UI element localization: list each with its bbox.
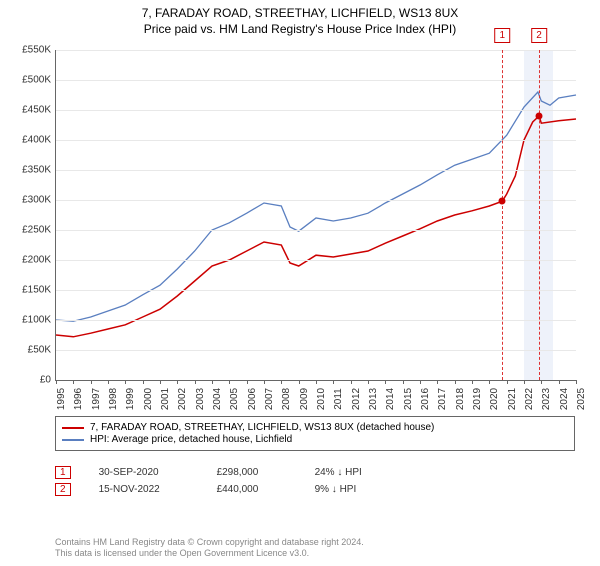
x-tick-label: 2000 — [143, 388, 154, 410]
x-tick-label: 2008 — [281, 388, 292, 410]
transaction-table: 1 30-SEP-2020 £298,000 24% ↓ HPI 2 15-NO… — [55, 462, 362, 500]
legend-label-2: HPI: Average price, detached house, Lich… — [90, 434, 292, 445]
x-tick-label: 2007 — [264, 388, 275, 410]
y-tick-label: £200K — [6, 255, 51, 266]
x-tick-label: 2021 — [507, 388, 518, 410]
x-tick-label: 2014 — [385, 388, 396, 410]
y-tick-label: £450K — [6, 105, 51, 116]
x-tick-label: 2025 — [576, 388, 587, 410]
x-tick-label: 2006 — [247, 388, 258, 410]
row-price: £440,000 — [217, 484, 287, 495]
row-date: 15-NOV-2022 — [99, 484, 189, 495]
x-tick-label: 2020 — [489, 388, 500, 410]
series-hpi — [56, 92, 576, 321]
x-tick-label: 2022 — [524, 388, 535, 410]
marker-callout: 1 — [495, 28, 511, 43]
x-tick-label: 2024 — [559, 388, 570, 410]
x-tick-label: 2017 — [437, 388, 448, 410]
table-row: 2 15-NOV-2022 £440,000 9% ↓ HPI — [55, 483, 362, 496]
x-tick-label: 2005 — [229, 388, 240, 410]
marker-dot — [499, 198, 506, 205]
x-tick-label: 2009 — [299, 388, 310, 410]
chart-plot-area: £0£50K£100K£150K£200K£250K£300K£350K£400… — [55, 50, 576, 381]
footer-line2: This data is licensed under the Open Gov… — [55, 548, 364, 560]
x-tick-label: 1995 — [56, 388, 67, 410]
legend-label-1: 7, FARADAY ROAD, STREETHAY, LICHFIELD, W… — [90, 422, 434, 433]
series-property — [56, 116, 576, 337]
legend-row: HPI: Average price, detached house, Lich… — [62, 434, 568, 445]
y-tick-label: £300K — [6, 195, 51, 206]
marker-callout: 2 — [531, 28, 547, 43]
row-index: 2 — [55, 483, 71, 496]
row-delta: 24% ↓ HPI — [315, 467, 362, 478]
x-tick-label: 1997 — [91, 388, 102, 410]
x-tick-label: 2023 — [541, 388, 552, 410]
x-tick-label: 1998 — [108, 388, 119, 410]
x-tick-label: 2018 — [455, 388, 466, 410]
y-tick-label: £500K — [6, 75, 51, 86]
legend-row: 7, FARADAY ROAD, STREETHAY, LICHFIELD, W… — [62, 422, 568, 433]
x-tick-label: 1996 — [73, 388, 84, 410]
x-tick-label: 2011 — [333, 388, 344, 410]
marker-guideline — [502, 50, 503, 380]
y-tick-label: £0 — [6, 375, 51, 386]
y-tick-label: £250K — [6, 225, 51, 236]
footer-attribution: Contains HM Land Registry data © Crown c… — [55, 537, 364, 560]
x-tick-label: 2019 — [472, 388, 483, 410]
table-row: 1 30-SEP-2020 £298,000 24% ↓ HPI — [55, 466, 362, 479]
row-delta: 9% ↓ HPI — [315, 484, 357, 495]
row-index: 1 — [55, 466, 71, 479]
legend-swatch-2 — [62, 439, 84, 441]
x-tick-label: 2001 — [160, 388, 171, 410]
y-tick-label: £400K — [6, 135, 51, 146]
marker-dot — [536, 113, 543, 120]
y-tick-label: £50K — [6, 345, 51, 356]
x-tick-label: 2016 — [420, 388, 431, 410]
legend-swatch-1 — [62, 427, 84, 429]
marker-guideline — [539, 50, 540, 380]
x-tick-label: 2010 — [316, 388, 327, 410]
legend-box: 7, FARADAY ROAD, STREETHAY, LICHFIELD, W… — [55, 416, 575, 451]
footer-line1: Contains HM Land Registry data © Crown c… — [55, 537, 364, 549]
x-tick-label: 2002 — [177, 388, 188, 410]
x-tick-label: 2015 — [403, 388, 414, 410]
x-tick-label: 2004 — [212, 388, 223, 410]
chart-title: 7, FARADAY ROAD, STREETHAY, LICHFIELD, W… — [0, 6, 600, 20]
chart-lines — [56, 50, 576, 380]
y-tick-label: £150K — [6, 285, 51, 296]
x-tick-label: 2013 — [368, 388, 379, 410]
x-tick-label: 2012 — [351, 388, 362, 410]
y-tick-label: £550K — [6, 45, 51, 56]
x-tick-label: 1999 — [125, 388, 136, 410]
y-tick-label: £350K — [6, 165, 51, 176]
row-price: £298,000 — [217, 467, 287, 478]
y-tick-label: £100K — [6, 315, 51, 326]
row-date: 30-SEP-2020 — [99, 467, 189, 478]
x-tick-label: 2003 — [195, 388, 206, 410]
